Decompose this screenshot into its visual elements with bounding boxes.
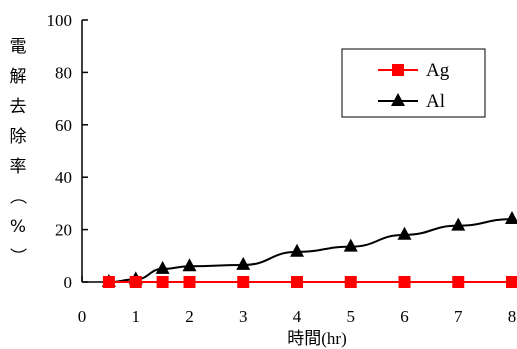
legend-box xyxy=(341,48,486,118)
ag-series xyxy=(102,276,517,288)
y-axis-title-char: 除 xyxy=(10,127,27,147)
y-ticks: 0 20 40 60 80 100 xyxy=(47,11,88,292)
x-axis-title: 時間(hr) xyxy=(287,329,346,348)
x-tick-label: 1 xyxy=(132,307,141,326)
ag-point xyxy=(183,276,196,288)
legend-label: Ag xyxy=(426,60,450,81)
x-tick-label: 3 xyxy=(239,307,248,326)
y-tick-label: 40 xyxy=(55,168,72,187)
y-axis-title-char: 解 xyxy=(10,67,27,87)
al-point xyxy=(451,217,466,231)
y-axis-title-char: （ xyxy=(7,188,27,205)
al-point xyxy=(391,92,405,106)
legend-item-al: Al xyxy=(378,91,445,112)
legend-item-ag: Ag xyxy=(378,60,450,81)
series-layer xyxy=(101,211,517,288)
x-tick-label: 8 xyxy=(508,307,517,326)
al-point xyxy=(236,256,251,270)
ag-point xyxy=(398,276,411,288)
y-axis-title-char: % xyxy=(10,217,26,237)
ag-point xyxy=(344,276,357,288)
ag-point xyxy=(156,276,169,288)
x-tick-label: 6 xyxy=(400,307,409,326)
y-tick-label: 100 xyxy=(47,11,73,30)
x-tick-label: 2 xyxy=(185,307,194,326)
al-point xyxy=(182,258,197,272)
x-tick-label: 0 xyxy=(78,307,87,326)
x-tick-label: 4 xyxy=(293,307,302,326)
ag-point xyxy=(506,276,517,288)
ag-point xyxy=(452,276,465,288)
legend-label: Al xyxy=(426,91,445,112)
x-tick-label: 7 xyxy=(454,307,463,326)
y-tick-label: 60 xyxy=(55,116,72,135)
ag-point xyxy=(237,276,250,288)
al-point xyxy=(505,211,517,225)
y-tick-label: 20 xyxy=(55,221,72,240)
ag-point xyxy=(392,64,404,76)
ag-point xyxy=(291,276,303,288)
x-tick-label: 5 xyxy=(347,307,356,326)
y-axis-title-char: 電 xyxy=(10,37,27,57)
al-point xyxy=(155,260,170,274)
al-point xyxy=(397,226,412,240)
ag-point xyxy=(102,276,115,288)
y-axis-title-char: 去 xyxy=(10,97,27,117)
al-point xyxy=(290,243,304,257)
al-series xyxy=(101,211,517,287)
y-axis-title-char: ） xyxy=(7,248,27,265)
al-series-line xyxy=(108,218,513,283)
al-point xyxy=(343,238,358,252)
y-axis-title-char: 率 xyxy=(10,157,27,177)
y-tick-label: 80 xyxy=(55,63,72,82)
legend: Ag Al xyxy=(341,48,486,118)
y-tick-label: 0 xyxy=(64,273,73,292)
ag-point xyxy=(129,276,142,288)
